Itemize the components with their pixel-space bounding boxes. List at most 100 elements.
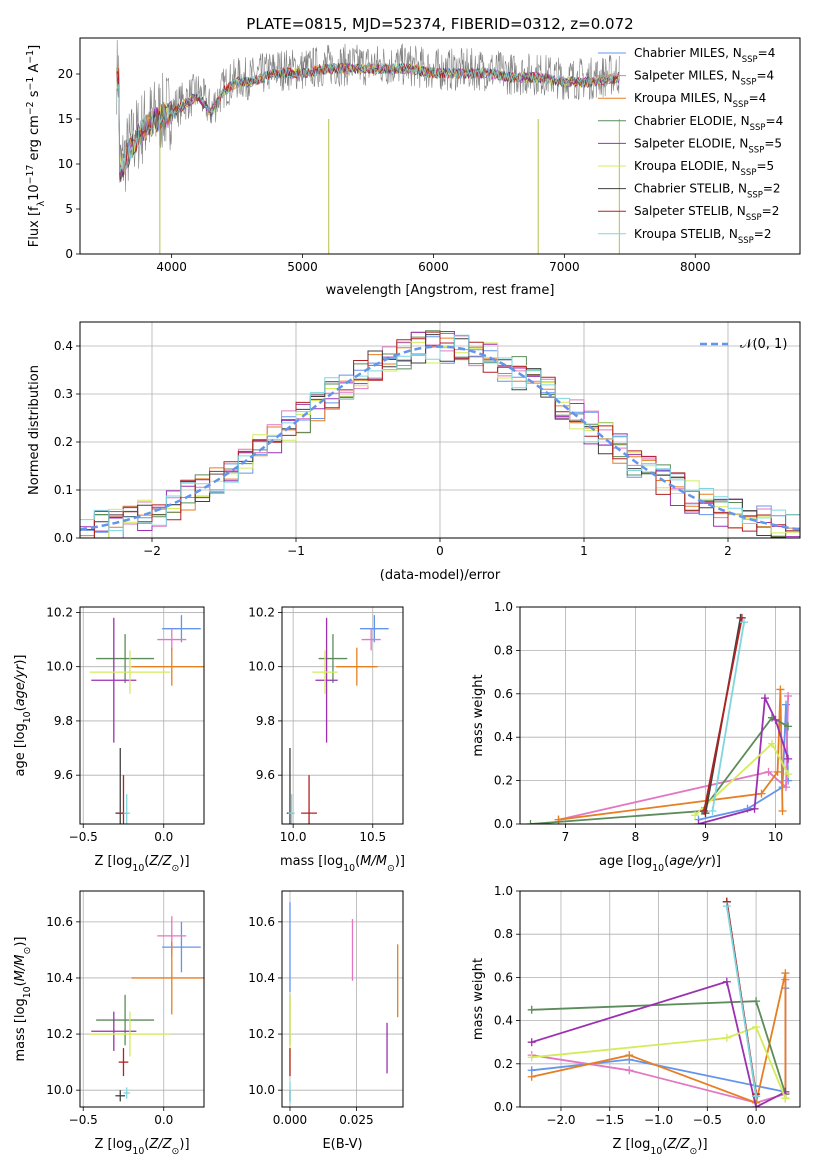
y-tick-label: 0.2 — [494, 774, 513, 788]
y-axis-label: Flux [fλ10−17 erg cm−2 s−1 A−1] — [25, 45, 47, 247]
mass-weight-line — [531, 1025, 787, 1099]
label-part: 10 — [650, 1146, 662, 1157]
histogram-series — [80, 330, 800, 538]
x-tick-label: 0.0 — [154, 830, 173, 844]
mass-weight-marker — [752, 1103, 761, 1107]
label-part: ⊙ — [172, 863, 180, 874]
label-part: −2 — [25, 101, 36, 115]
legend-label-value: =4 — [749, 91, 767, 105]
axes-frame — [519, 890, 801, 1108]
mass-weight-marker — [694, 820, 703, 824]
mass-weight-marker — [776, 685, 785, 694]
legend-label: 𝒩(0, 1) — [740, 337, 787, 352]
label-part: ] — [27, 45, 42, 50]
y-tick-label: 1.0 — [494, 600, 513, 614]
label-part: 10 — [22, 711, 33, 723]
gaussian-curve — [80, 345, 800, 531]
y-tick-label: 0.3 — [54, 387, 73, 401]
errorbar-points — [286, 615, 389, 824]
label-part: ⊙ — [387, 863, 395, 874]
label-part: 10 — [132, 863, 144, 874]
y-tick-label: 10.0 — [46, 660, 73, 674]
mass-weight-line — [531, 980, 786, 1107]
mass-weight-marker — [691, 811, 699, 820]
x-tick-label: −2.0 — [546, 1113, 575, 1127]
mass-weight-marker — [527, 1072, 536, 1081]
mass-weight-marker — [761, 694, 769, 703]
y-tick-label: 15 — [58, 112, 73, 126]
y-tick-label: 20 — [58, 67, 73, 81]
legend-label-main: Kroupa ELODIE, N — [634, 159, 741, 173]
legend: 𝒩(0, 1) — [700, 337, 787, 352]
mass-weight-marker — [740, 618, 748, 627]
x-axis-label: E(B-V) — [322, 1137, 362, 1152]
mass-weight-marker — [778, 806, 787, 815]
histogram-step — [80, 331, 800, 538]
label-part: )] — [13, 937, 28, 947]
mass-weight-marker — [722, 977, 731, 986]
mass-weight-marker — [722, 1033, 731, 1042]
x-tick-label: 0.025 — [339, 1113, 373, 1127]
axes-frame — [79, 606, 205, 825]
mass-weight-marker — [752, 997, 761, 1006]
mass-weight-marker — [708, 806, 717, 815]
mass-weight-marker — [722, 902, 731, 911]
y-tick-label: 0.4 — [54, 339, 73, 353]
label-part: M/M — [13, 955, 28, 982]
x-axis-label: Z [log10(Z/Z⊙)] — [612, 1137, 707, 1157]
y-tick-label: 0.0 — [494, 817, 513, 831]
label-part: ( — [664, 854, 669, 869]
legend-label: Chabrier ELODIE, NSSP=4 — [634, 114, 783, 133]
y-tick-label: 0.8 — [494, 643, 513, 657]
legend-label-value: =4 — [758, 46, 776, 60]
x-axis-label: wavelength [Angstrom, rest frame] — [326, 283, 555, 298]
label-part: erg cm — [27, 115, 42, 164]
x-tick-label: 0.0 — [154, 1113, 173, 1127]
x-tick-label: −0.5 — [693, 1113, 722, 1127]
mass-weight-marker — [784, 770, 793, 779]
y-tick-label: 0.6 — [494, 970, 513, 984]
label-part: A — [27, 64, 42, 77]
label-part: ( — [144, 1137, 149, 1152]
label-part: −1 — [25, 77, 36, 91]
mass-weight-marker — [768, 739, 776, 748]
y-tick-label: 10.4 — [248, 971, 275, 985]
mass-weight-marker — [737, 613, 746, 622]
y-tick-label: 10.2 — [248, 605, 275, 619]
y-tick-label: 9.8 — [54, 714, 73, 728]
legend-label-sub: SSP — [741, 168, 757, 178]
x-tick-label: 8 — [632, 830, 640, 844]
x-tick-label: −0.5 — [69, 1113, 98, 1127]
label-part: Z [log — [94, 1137, 132, 1152]
mass-weight-line — [711, 622, 745, 812]
label-part: )] — [13, 654, 28, 664]
x-tick-label: −2 — [143, 544, 161, 558]
x-tick-label: 10.0 — [280, 830, 307, 844]
y-axis-label: age [log10(age/yr)] — [13, 654, 33, 776]
label-part: ⊙ — [690, 1146, 698, 1157]
label-part: s — [27, 90, 42, 101]
y-tick-label: 0.8 — [494, 927, 513, 941]
label-part: Z [log — [94, 854, 132, 869]
y-tick-label: 10 — [58, 157, 73, 171]
mass-weight-marker — [700, 806, 709, 815]
y-tick-label: 10.0 — [46, 1083, 73, 1097]
label-part: ( — [355, 854, 360, 869]
legend-label-sub: SSP — [747, 191, 763, 201]
x-tick-label: 0.0 — [747, 1113, 766, 1127]
y-tick-label: 9.8 — [256, 714, 275, 728]
label-part: 10 — [343, 863, 355, 874]
label-part: Z [log — [612, 1137, 650, 1152]
y-tick-label: 10.2 — [46, 1027, 73, 1041]
mass-weight-marker — [625, 1051, 634, 1060]
label-part: )] — [711, 854, 721, 869]
x-axis-label: mass [log10(M/M⊙)] — [280, 854, 405, 874]
mass-weight-series — [527, 897, 790, 1107]
y-tick-label: 0.6 — [494, 687, 513, 701]
x-tick-label: 10.5 — [359, 830, 386, 844]
label-part: age/yr — [13, 663, 28, 706]
figure-title: PLATE=0815, MJD=52374, FIBERID=0312, z=0… — [246, 15, 633, 33]
mass-weight-marker — [771, 715, 780, 724]
label-part: mass [log — [13, 998, 28, 1061]
